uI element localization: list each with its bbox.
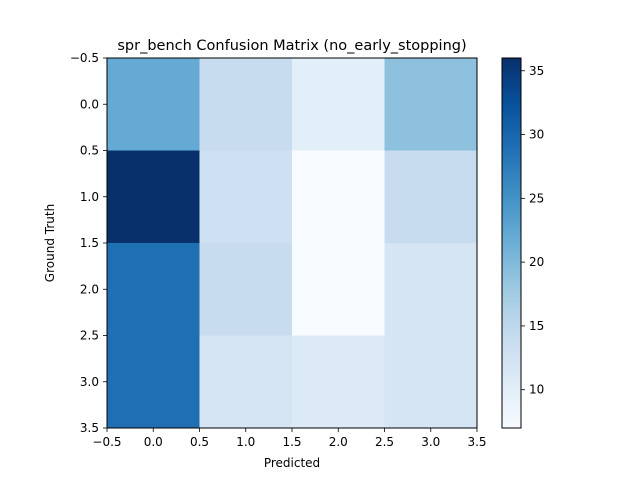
x-tick-label: 0.0 (144, 435, 163, 449)
heatmap-cell-r3-c0 (107, 335, 200, 428)
x-tick-label: −0.5 (92, 435, 121, 449)
colorbar (501, 57, 522, 429)
x-tick-label: 0.5 (190, 435, 209, 449)
x-tick-label: 3.5 (467, 435, 486, 449)
heatmap-cell-r0-c2 (292, 58, 385, 151)
heatmap-cell-r2-c3 (384, 243, 477, 336)
heatmap-cell-r3-c1 (199, 335, 292, 428)
heatmap-cell-r2-c0 (107, 243, 200, 336)
heatmap-cell-r1-c1 (199, 150, 292, 243)
y-tick-label: 3.0 (80, 375, 99, 389)
x-axis-label: Predicted (264, 456, 320, 470)
x-tick-label: 3.0 (421, 435, 440, 449)
y-tick-label: 0.0 (80, 97, 99, 111)
heatmap-cell-r1-c0 (107, 150, 200, 243)
x-tick-label: 1.0 (236, 435, 255, 449)
x-tick-label: 2.5 (375, 435, 394, 449)
x-tick-label: 2.0 (329, 435, 348, 449)
colorbar-tick-label: 20 (529, 255, 544, 269)
x-axis-ticks: −0.5 0.0 0.5 1.0 1.5 2.0 2.5 3.0 3.5 (92, 428, 487, 449)
heatmap-cell-r0-c0 (107, 58, 200, 151)
colorbar-tick-label: 30 (529, 128, 544, 142)
y-tick-label: 1.5 (80, 236, 99, 250)
x-tick-label: 1.5 (282, 435, 301, 449)
heatmap-cells (107, 58, 477, 428)
heatmap-cell-r0-c1 (199, 58, 292, 151)
colorbar-tick-label: 15 (529, 319, 544, 333)
y-tick-label: 1.0 (80, 190, 99, 204)
heatmap-cell-r2-c2 (292, 243, 385, 336)
heatmap-cell-r1-c2 (292, 150, 385, 243)
y-tick-label: 2.5 (80, 329, 99, 343)
y-tick-label: 2.0 (80, 282, 99, 296)
colorbar-ticks: 10 15 20 25 30 35 (521, 64, 544, 397)
y-tick-label: −0.5 (70, 51, 99, 65)
y-axis-label: Ground Truth (43, 204, 57, 282)
heatmap-cell-r3-c3 (384, 335, 477, 428)
colorbar-tick-label: 35 (529, 64, 544, 78)
heatmap-cell-r0-c3 (384, 58, 477, 151)
heatmap-cell-r2-c1 (199, 243, 292, 336)
heatmap-cell-r3-c2 (292, 335, 385, 428)
chart-title: spr_bench Confusion Matrix (no_early_sto… (117, 38, 466, 54)
y-tick-label: 0.5 (80, 144, 99, 158)
colorbar-tick-label: 25 (529, 191, 544, 205)
heatmap-cell-r1-c3 (384, 150, 477, 243)
y-tick-label: 3.5 (80, 421, 99, 435)
y-axis-ticks: −0.5 0.0 0.5 1.0 1.5 2.0 2.5 3.0 3.5 (70, 51, 107, 435)
colorbar-tick-label: 10 (529, 383, 544, 397)
